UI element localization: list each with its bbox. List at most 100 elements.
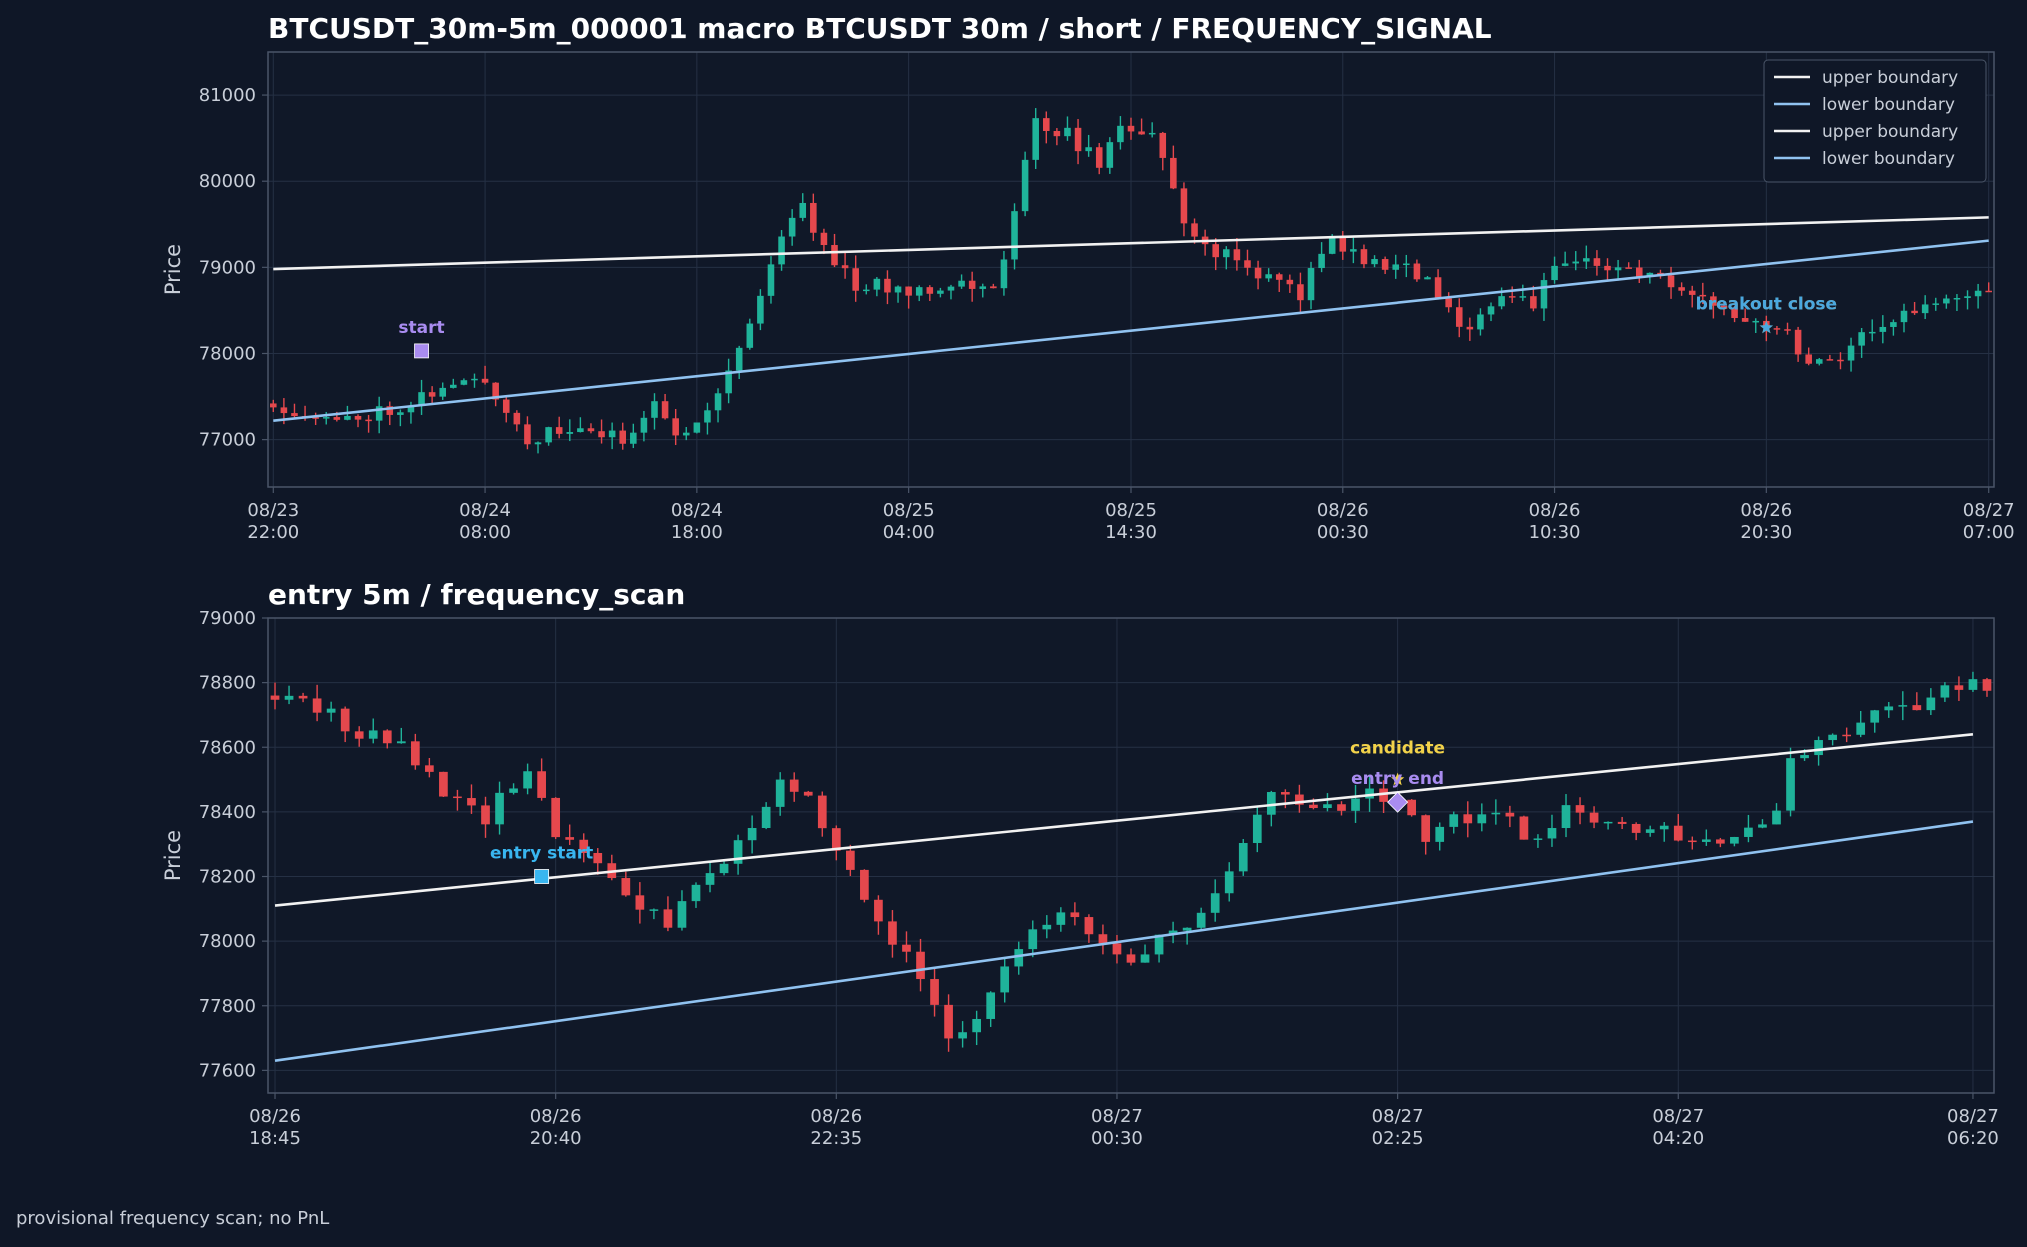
legend-label: lower boundary: [1822, 149, 1955, 169]
legend-box: [1763, 59, 1987, 183]
candle-body: [1772, 810, 1781, 825]
candle-body: [902, 944, 911, 952]
candle-body: [757, 295, 764, 324]
candle-body: [778, 236, 785, 265]
xtick-label-date: 08/24: [459, 500, 511, 521]
candle-body: [1688, 290, 1696, 295]
candle-body: [1530, 296, 1537, 309]
candle-body: [845, 850, 855, 870]
candle-body: [471, 378, 478, 381]
candle-body: [930, 979, 939, 1005]
candle-body: [460, 380, 468, 385]
candle-body: [312, 417, 319, 419]
candle-body: [831, 245, 838, 266]
candle-body: [1716, 839, 1725, 844]
candle-body: [579, 839, 589, 854]
candle-body: [418, 392, 425, 406]
candle-body: [677, 901, 687, 928]
candle-body: [1758, 824, 1767, 828]
candle-body: [1112, 943, 1122, 955]
candle-body: [397, 412, 404, 415]
candle-body: [1254, 267, 1262, 279]
candle-body: [1295, 794, 1304, 805]
legend-label: upper boundary: [1822, 122, 1958, 142]
candle-body: [555, 427, 563, 434]
candle-body: [1407, 799, 1417, 816]
candle-body: [1309, 804, 1318, 809]
candle-body: [1182, 927, 1192, 931]
candle-body: [344, 415, 351, 420]
xtick-label-date: 08/27: [1963, 500, 2015, 521]
candle-body: [333, 417, 341, 420]
candle-body: [340, 708, 350, 732]
ytick-label: 81000: [199, 85, 256, 106]
candle-body: [1463, 814, 1473, 824]
xtick-label-date: 08/26: [249, 1106, 301, 1127]
xtick-label-date: 08/26: [1317, 500, 1369, 521]
candle-body: [1943, 298, 1950, 304]
candle-body: [1328, 235, 1336, 254]
candle-body: [746, 323, 754, 348]
candle-body: [375, 406, 383, 421]
ytick-label: 77000: [199, 430, 256, 451]
candle-body: [1744, 827, 1753, 837]
candle-body: [1365, 788, 1374, 799]
candle-body: [1477, 314, 1484, 330]
candle-body: [1667, 275, 1675, 288]
candle-body: [513, 412, 521, 425]
candle-body: [1898, 705, 1908, 707]
candle-body: [1561, 263, 1569, 266]
candle-body: [1487, 306, 1495, 315]
candle-body: [481, 805, 490, 825]
xtick-label-time: 20:40: [530, 1128, 582, 1149]
candle-body: [1773, 328, 1781, 330]
candle-body: [663, 909, 673, 928]
candle-body: [1964, 296, 1971, 298]
ytick-label: 78000: [199, 931, 256, 952]
candle-body: [1455, 307, 1463, 327]
ytick-label: 79000: [199, 257, 256, 278]
candle-body: [873, 278, 881, 290]
candle-body: [1445, 298, 1452, 308]
candle-body: [704, 410, 711, 423]
candle-body: [1180, 188, 1188, 224]
candle-body: [1911, 310, 1918, 314]
xtick-label-time: 04:00: [883, 522, 935, 543]
candle-body: [1350, 249, 1357, 252]
candle-body: [841, 265, 849, 269]
candle-body: [1021, 159, 1029, 212]
candle-body: [368, 730, 378, 739]
ytick-label: 78200: [199, 867, 256, 888]
candle-body: [1323, 804, 1332, 809]
candle-body: [1286, 279, 1294, 285]
candle-body: [915, 287, 923, 296]
candle-body: [1954, 685, 1964, 690]
candle-body: [1491, 812, 1501, 815]
candle-body: [775, 779, 785, 807]
xtick-label-time: 14:30: [1105, 522, 1157, 543]
candle-body: [1635, 267, 1643, 277]
candle-body: [990, 286, 997, 289]
candle-body: [1932, 303, 1940, 305]
candle-body: [1212, 244, 1219, 258]
candle-body: [761, 806, 771, 829]
candle-body: [1617, 821, 1627, 824]
xtick-label-time: 08:00: [459, 522, 511, 543]
candle-body: [1434, 277, 1442, 299]
candle-body: [979, 286, 987, 289]
candle-body: [1028, 929, 1038, 950]
candle-body: [577, 428, 584, 433]
candle-body: [1138, 131, 1145, 135]
candle-body: [1575, 805, 1585, 813]
candle-body: [972, 1018, 981, 1033]
xtick-label-date: 08/27: [1652, 1106, 1704, 1127]
candle-body: [291, 413, 298, 417]
candle-body: [747, 828, 757, 841]
xtick-label-date: 08/25: [1105, 500, 1157, 521]
candle-body: [803, 791, 813, 796]
candle-body: [1631, 823, 1641, 833]
candle-body: [1625, 267, 1632, 269]
xtick-label-time: 07:00: [1963, 522, 2015, 543]
candle-body: [1360, 249, 1368, 265]
candle-body: [884, 278, 891, 293]
